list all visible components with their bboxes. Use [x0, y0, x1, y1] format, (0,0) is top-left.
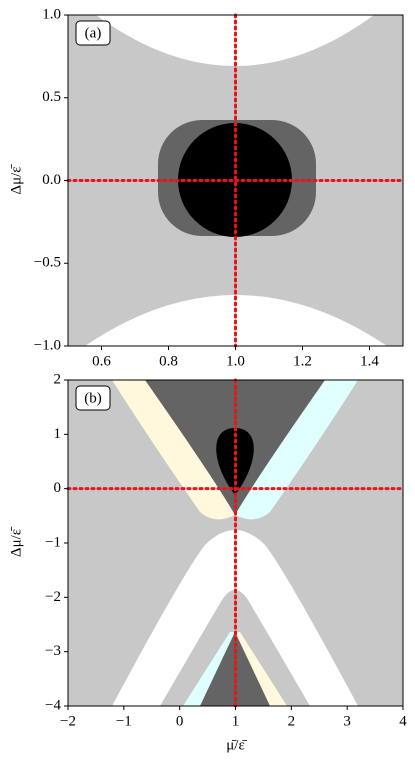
x-tick-label: 4: [399, 713, 407, 729]
y-tick-label: 0.5: [42, 89, 61, 105]
panel-label: (a): [85, 25, 102, 41]
y-tick-label: 2: [54, 371, 62, 387]
panel-label-box: [75, 20, 111, 46]
panel-label: (b): [84, 390, 102, 406]
y-axis-label: Δμ/ε̄: [8, 526, 24, 557]
y-tick-label: −4: [45, 697, 61, 713]
y-tick-label: 1: [54, 426, 62, 442]
region: [235, 632, 287, 706]
y-tick-label: −1: [45, 534, 61, 550]
y-axis-label: Δμ/ε̄: [8, 163, 24, 194]
x-tick-label: −1: [116, 713, 132, 729]
x-tick-label: 0: [176, 713, 184, 729]
x-tick-label: −2: [60, 713, 76, 729]
y-tick-label: 0.0: [42, 172, 61, 188]
panel-label-box: [75, 385, 111, 411]
region: [183, 632, 235, 706]
y-tick-label: −0.5: [34, 255, 61, 271]
x-axis-label: μ̄/ε̄: [226, 737, 248, 753]
x-tick-label: 3: [343, 713, 351, 729]
x-tick-label: 1: [232, 713, 240, 729]
region: [216, 428, 254, 495]
region: [112, 380, 235, 520]
x-tick-label: 1.4: [360, 353, 379, 369]
y-tick-label: 1.0: [42, 6, 61, 22]
x-tick-label: 0.6: [92, 353, 111, 369]
y-tick-label: −3: [45, 643, 61, 659]
y-tick-label: −2: [45, 589, 61, 605]
x-tick-label: 2: [288, 713, 296, 729]
x-tick-label: 1.2: [293, 353, 312, 369]
region: [235, 380, 358, 520]
y-tick-label: 0: [54, 480, 62, 496]
x-tick-label: 0.8: [159, 353, 178, 369]
y-tick-label: −1.0: [34, 337, 61, 353]
x-tick-label: 1.0: [226, 353, 245, 369]
